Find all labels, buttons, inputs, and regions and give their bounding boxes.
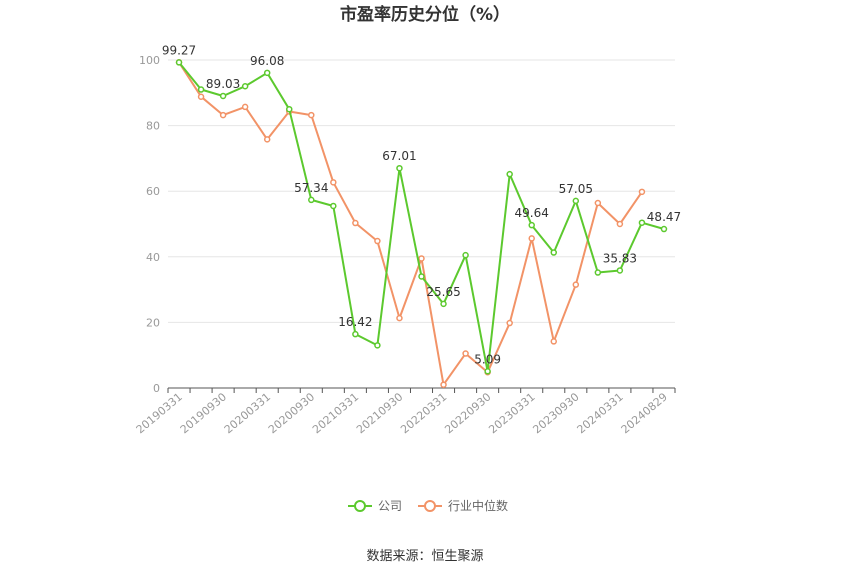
data-point <box>175 59 183 66</box>
data-point <box>330 179 337 186</box>
grid-lines <box>168 59 675 323</box>
data-point <box>440 381 447 388</box>
data-point <box>484 368 491 375</box>
data-point <box>528 221 535 229</box>
legend-item-0[interactable]: 公司 <box>348 499 402 513</box>
data-point <box>352 330 359 338</box>
x-tick-label: 20240829 <box>619 390 670 436</box>
data-point <box>219 111 227 119</box>
x-tick-label: 20200930 <box>266 390 317 436</box>
source-note: 数据来源：恒生聚源 <box>366 549 483 564</box>
data-label: 25.65 <box>426 285 460 299</box>
x-tick-label: 20190930 <box>178 390 229 436</box>
data-point <box>418 273 425 280</box>
chart-title: 市盈率历史分位（%） <box>340 4 510 25</box>
data-point <box>572 281 580 288</box>
data-point <box>440 300 447 308</box>
x-tick-label: 20240331 <box>575 390 626 436</box>
data-label: 67.01 <box>382 149 416 163</box>
data-point <box>616 267 624 274</box>
data-label: 99.27 <box>162 43 196 57</box>
data-point <box>638 219 646 226</box>
data-point <box>197 86 205 93</box>
y-tick-label: 80 <box>146 120 160 133</box>
x-tick-label: 20200331 <box>222 390 273 436</box>
data-point <box>219 92 227 100</box>
series-line-0 <box>178 61 665 373</box>
data-label: 57.05 <box>559 182 593 196</box>
x-tick-label: 20220331 <box>398 390 449 436</box>
data-point <box>263 69 271 77</box>
data-point <box>241 82 249 90</box>
legend-marker <box>424 500 436 512</box>
y-tick-label: 100 <box>139 54 160 67</box>
x-tick-label: 20220930 <box>442 390 493 436</box>
data-label: 89.03 <box>206 77 240 91</box>
data-point <box>285 105 293 113</box>
data-label: 16.42 <box>338 315 372 329</box>
y-tick-label: 60 <box>146 185 160 198</box>
series-line-1 <box>178 61 643 386</box>
data-point <box>197 93 205 100</box>
data-point <box>528 235 535 242</box>
data-point <box>594 269 602 276</box>
x-tick-label: 20230930 <box>530 390 581 436</box>
data-labels: 99.27 89.03 96.08 57.34 16.42 67.01 25.65 5.09 4… <box>162 43 681 366</box>
y-tick-label: 20 <box>146 316 160 329</box>
data-point <box>550 338 558 345</box>
data-point <box>352 219 359 227</box>
data-point <box>616 220 624 228</box>
data-point <box>396 164 403 172</box>
y-tick-label: 0 <box>153 382 160 395</box>
data-point <box>330 202 337 210</box>
x-tick-label: 20190331 <box>134 390 185 436</box>
data-label: 57.34 <box>294 181 328 195</box>
legend-item-1[interactable]: 行业中位数 <box>418 498 508 513</box>
data-label: 35.83 <box>603 251 637 265</box>
data-label: 5.09 <box>474 352 501 366</box>
x-tick-label: 20230331 <box>486 390 537 436</box>
data-point <box>263 136 271 143</box>
y-tick-label: 40 <box>146 251 160 264</box>
y-axis: 0 20 40 60 80 100 <box>139 54 160 395</box>
data-point <box>308 196 315 204</box>
data-point <box>396 314 403 322</box>
data-label: 49.64 <box>515 206 549 220</box>
series-group <box>175 59 668 388</box>
data-point <box>374 237 381 245</box>
x-tick-label: 20210331 <box>310 390 361 436</box>
legend-marker <box>354 500 366 512</box>
x-axis: 2019033120190930202003312020093020210331… <box>134 387 676 436</box>
data-point <box>550 249 558 256</box>
data-point <box>374 342 381 349</box>
data-point <box>506 170 513 178</box>
data-point <box>572 197 580 205</box>
data-point <box>594 199 602 207</box>
data-point <box>660 225 668 233</box>
data-point <box>418 255 425 262</box>
data-point <box>462 251 469 259</box>
data-label: 96.08 <box>250 54 284 68</box>
data-point <box>506 319 513 327</box>
data-point <box>241 103 249 111</box>
legend-label: 公司 <box>378 499 402 513</box>
legend-label: 行业中位数 <box>448 498 508 513</box>
data-point <box>308 111 315 119</box>
data-point <box>462 350 469 357</box>
data-label: 48.47 <box>647 210 681 224</box>
x-tick-label: 20210930 <box>354 390 405 436</box>
data-point <box>638 188 646 196</box>
legend[interactable]: 公司 行业中位数 <box>348 498 508 513</box>
